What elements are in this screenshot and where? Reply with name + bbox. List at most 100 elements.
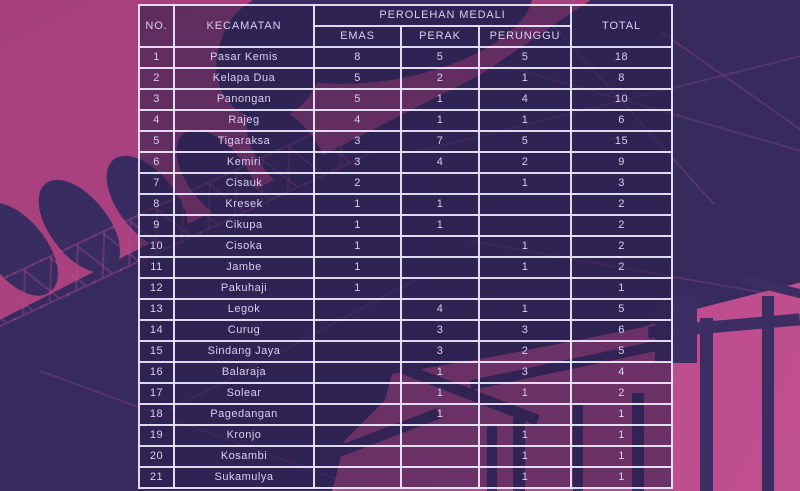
cell-perunggu <box>477 214 573 237</box>
cell-no: 14 <box>138 319 175 342</box>
cell-emas <box>313 424 402 447</box>
cell-total: 2 <box>570 214 674 237</box>
header-perunggu: PERUNGGU <box>477 25 573 48</box>
cell-no: 5 <box>138 130 175 153</box>
table-row: 4 Rajeg 4 1 1 6 <box>138 109 674 132</box>
cell-total: 5 <box>570 298 674 321</box>
cell-kecamatan: Pakuhaji <box>173 277 315 300</box>
cell-perak: 1 <box>400 109 480 132</box>
cell-kecamatan: Pasar Kemis <box>173 46 315 69</box>
table-row: 14 Curug 3 3 6 <box>138 319 674 342</box>
table-row: 10 Cisoka 1 1 2 <box>138 235 674 258</box>
cell-emas <box>313 298 402 321</box>
cell-kecamatan: Kronjo <box>173 424 315 447</box>
cell-kecamatan: Curug <box>173 319 315 342</box>
cell-perunggu: 1 <box>477 298 573 321</box>
cell-emas: 1 <box>313 235 402 258</box>
cell-no: 10 <box>138 235 175 258</box>
cell-perak: 5 <box>400 46 480 69</box>
cell-no: 4 <box>138 109 175 132</box>
cell-total: 9 <box>570 151 674 174</box>
cell-kecamatan: Cikupa <box>173 214 315 237</box>
table-row: 20 Kosambi 1 1 <box>138 445 674 468</box>
cell-kecamatan: Solear <box>173 382 315 405</box>
cell-total: 5 <box>570 340 674 363</box>
cell-kecamatan: Sukamulya <box>173 466 315 489</box>
cell-no: 9 <box>138 214 175 237</box>
table-row: 9 Cikupa 1 1 2 <box>138 214 674 237</box>
cell-total: 2 <box>570 235 674 258</box>
table-row: 19 Kronjo 1 1 <box>138 424 674 447</box>
cell-no: 11 <box>138 256 175 279</box>
cell-perak <box>400 172 480 195</box>
table-row: 2 Kelapa Dua 5 2 1 8 <box>138 67 674 90</box>
cell-total: 2 <box>570 193 674 216</box>
cell-perunggu: 3 <box>477 361 573 384</box>
cell-kecamatan: Kresek <box>173 193 315 216</box>
cell-no: 19 <box>138 424 175 447</box>
table-row: 3 Panongan 5 1 4 10 <box>138 88 674 111</box>
cell-perak: 1 <box>400 361 480 384</box>
cell-kecamatan: Cisoka <box>173 235 315 258</box>
cell-emas <box>313 319 402 342</box>
cell-total: 1 <box>570 445 674 468</box>
table-header: NO. KECAMATAN PEROLEHAN MEDALI TOTAL EMA… <box>138 4 674 48</box>
cell-kecamatan: Panongan <box>173 88 315 111</box>
cell-total: 6 <box>570 109 674 132</box>
cell-perunggu: 3 <box>477 319 573 342</box>
cell-perak: 1 <box>400 88 480 111</box>
cell-perak <box>400 256 480 279</box>
table-row: 5 Tigaraksa 3 7 5 15 <box>138 130 674 153</box>
header-kecamatan: KECAMATAN <box>173 4 315 48</box>
cell-perunggu: 5 <box>477 130 573 153</box>
cell-no: 17 <box>138 382 175 405</box>
cell-emas: 4 <box>313 109 402 132</box>
cell-no: 15 <box>138 340 175 363</box>
cell-emas: 1 <box>313 214 402 237</box>
table-row: 16 Balaraja 1 3 4 <box>138 361 674 384</box>
cell-emas: 8 <box>313 46 402 69</box>
cell-total: 1 <box>570 466 674 489</box>
cell-no: 18 <box>138 403 175 426</box>
cell-perak: 4 <box>400 298 480 321</box>
cell-emas: 5 <box>313 67 402 90</box>
cell-emas: 1 <box>313 256 402 279</box>
cell-kecamatan: Legok <box>173 298 315 321</box>
cell-perak <box>400 424 480 447</box>
header-no: NO. <box>138 4 175 48</box>
cell-kecamatan: Cisauk <box>173 172 315 195</box>
table-row: 15 Sindang Jaya 3 2 5 <box>138 340 674 363</box>
medal-table: NO. KECAMATAN PEROLEHAN MEDALI TOTAL EMA… <box>138 4 674 489</box>
cell-perak: 2 <box>400 67 480 90</box>
cell-total: 6 <box>570 319 674 342</box>
cell-emas <box>313 403 402 426</box>
cell-perunggu: 1 <box>477 172 573 195</box>
cell-total: 4 <box>570 361 674 384</box>
cell-perak: 7 <box>400 130 480 153</box>
cell-kecamatan: Rajeg <box>173 109 315 132</box>
cell-emas: 1 <box>313 277 402 300</box>
cell-no: 20 <box>138 445 175 468</box>
cell-emas: 3 <box>313 151 402 174</box>
cell-total: 1 <box>570 424 674 447</box>
cell-kecamatan: Tigaraksa <box>173 130 315 153</box>
cell-perunggu <box>477 403 573 426</box>
cell-perunggu: 1 <box>477 256 573 279</box>
cell-perunggu: 1 <box>477 235 573 258</box>
cell-emas <box>313 466 402 489</box>
cell-perunggu: 4 <box>477 88 573 111</box>
cell-kecamatan: Jambe <box>173 256 315 279</box>
cell-total: 18 <box>570 46 674 69</box>
cell-perak <box>400 445 480 468</box>
cell-no: 2 <box>138 67 175 90</box>
cell-emas: 1 <box>313 193 402 216</box>
cell-perak <box>400 466 480 489</box>
cell-perunggu: 1 <box>477 109 573 132</box>
frame-beam <box>700 318 713 491</box>
cell-perak <box>400 235 480 258</box>
cell-perak: 1 <box>400 382 480 405</box>
cell-no: 16 <box>138 361 175 384</box>
table-row: 11 Jambe 1 1 2 <box>138 256 674 279</box>
cell-total: 2 <box>570 382 674 405</box>
